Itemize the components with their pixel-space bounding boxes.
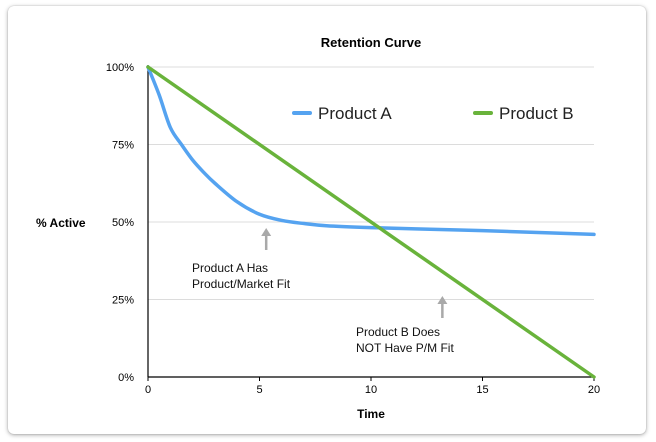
series-lines [146, 65, 596, 379]
x-axis-label: Time [357, 407, 385, 421]
series-line-product-a [146, 65, 596, 237]
annotation-text: Product A Has [192, 261, 268, 275]
x-tick-label: 5 [256, 384, 262, 396]
y-tick-label: 0% [118, 372, 134, 384]
x-tick-label: 15 [476, 384, 488, 396]
y-tick-label: 50% [112, 217, 134, 229]
chart-frame [8, 6, 646, 434]
x-tick-labels: 0 5 10 15 20 [145, 384, 600, 396]
annotation-text: Product/Market Fit [192, 277, 291, 291]
y-tick-label: 25% [112, 295, 134, 307]
legend-product-a-label: Product A [318, 104, 392, 123]
chart-title: Retention Curve [321, 35, 421, 50]
y-tick-labels: 0% 25% 50% 75% 100% [106, 62, 134, 384]
x-tick-label: 20 [588, 384, 600, 396]
annotation-arrow-head [261, 228, 272, 236]
axes [147, 65, 595, 381]
annotation-text: Product B Does [356, 325, 440, 339]
annotations: Product A Has Product/Market Fit Product B… [192, 228, 454, 355]
y-axis-label: % Active [36, 216, 86, 230]
legend: Product A Product B [292, 104, 574, 123]
x-tick-label: 0 [145, 384, 151, 396]
y-tick-label: 100% [106, 62, 134, 74]
legend-product-b-label: Product B [499, 104, 574, 123]
series-line-product-b [146, 65, 596, 379]
annotation-text: NOT Have P/M Fit [356, 341, 454, 355]
x-tick-label: 10 [365, 384, 377, 396]
annotation-arrow-head [437, 296, 448, 304]
y-tick-label: 75% [112, 140, 134, 152]
